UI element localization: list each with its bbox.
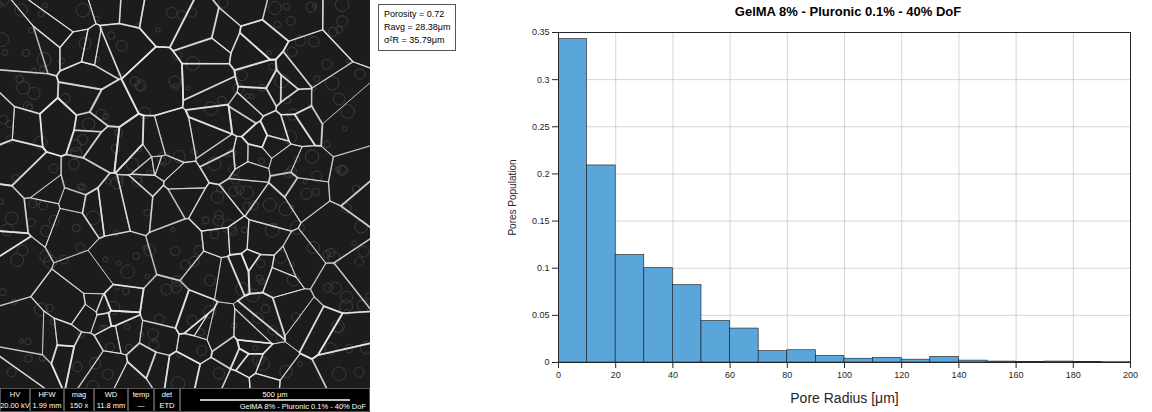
svg-text:150 x: 150 x <box>70 401 89 410</box>
svg-text:0: 0 <box>544 357 549 367</box>
svg-text:140: 140 <box>951 370 966 380</box>
html-text:σ²R = 35.79μm: σ²R = 35.79μm <box>384 35 445 45</box>
svg-text:temp: temp <box>133 390 150 399</box>
svg-text:Pore Radius [μm]: Pore Radius [μm] <box>790 390 898 406</box>
html-text:GelMA 8% - Pluronic 0.1% - 40%: GelMA 8% - Pluronic 0.1% - 40% DoF <box>734 4 962 19</box>
svg-text:0.05: 0.05 <box>532 310 550 320</box>
svg-text:200: 200 <box>1123 370 1138 380</box>
svg-text:11.8 mm: 11.8 mm <box>97 401 126 410</box>
html-text:Porosity = 0.72: Porosity = 0.72 <box>384 9 445 19</box>
svg-text:---: --- <box>137 401 145 410</box>
svg-text:HFW: HFW <box>38 390 56 399</box>
svg-text:100: 100 <box>837 370 852 380</box>
html-text:Ravg = 28.38μm: Ravg = 28.38μm <box>384 22 451 32</box>
svg-text:Pores Population: Pores Population <box>507 159 518 235</box>
svg-text:GelMA 8% - Pluronic 0.1% - 40%: GelMA 8% - Pluronic 0.1% - 40% DoF <box>240 402 367 411</box>
svg-text:0.3: 0.3 <box>537 75 550 85</box>
svg-text:180: 180 <box>1066 370 1081 380</box>
svg-text:0.2: 0.2 <box>537 169 550 179</box>
svg-text:20: 20 <box>611 370 621 380</box>
svg-text:500 μm: 500 μm <box>262 390 287 399</box>
svg-text:ETD: ETD <box>160 401 176 410</box>
svg-text:HV: HV <box>10 390 20 399</box>
svg-text:0.15: 0.15 <box>532 216 550 226</box>
svg-text:120: 120 <box>894 370 909 380</box>
svg-text:det: det <box>162 390 173 399</box>
svg-text:mag: mag <box>72 390 87 399</box>
svg-text:WD: WD <box>105 390 118 399</box>
svg-text:0.25: 0.25 <box>532 122 550 132</box>
svg-text:1.99 mm: 1.99 mm <box>32 401 61 410</box>
svg-text:40: 40 <box>668 370 678 380</box>
svg-text:20.00 kV: 20.00 kV <box>0 401 30 410</box>
svg-text:160: 160 <box>1009 370 1024 380</box>
svg-text:0.35: 0.35 <box>532 27 550 37</box>
svg-text:60: 60 <box>725 370 735 380</box>
svg-text:0: 0 <box>556 370 561 380</box>
svg-text:80: 80 <box>782 370 792 380</box>
svg-text:0.1: 0.1 <box>537 263 550 273</box>
